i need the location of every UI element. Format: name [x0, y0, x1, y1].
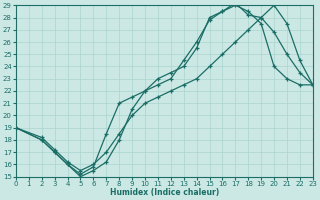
X-axis label: Humidex (Indice chaleur): Humidex (Indice chaleur)	[110, 188, 219, 197]
